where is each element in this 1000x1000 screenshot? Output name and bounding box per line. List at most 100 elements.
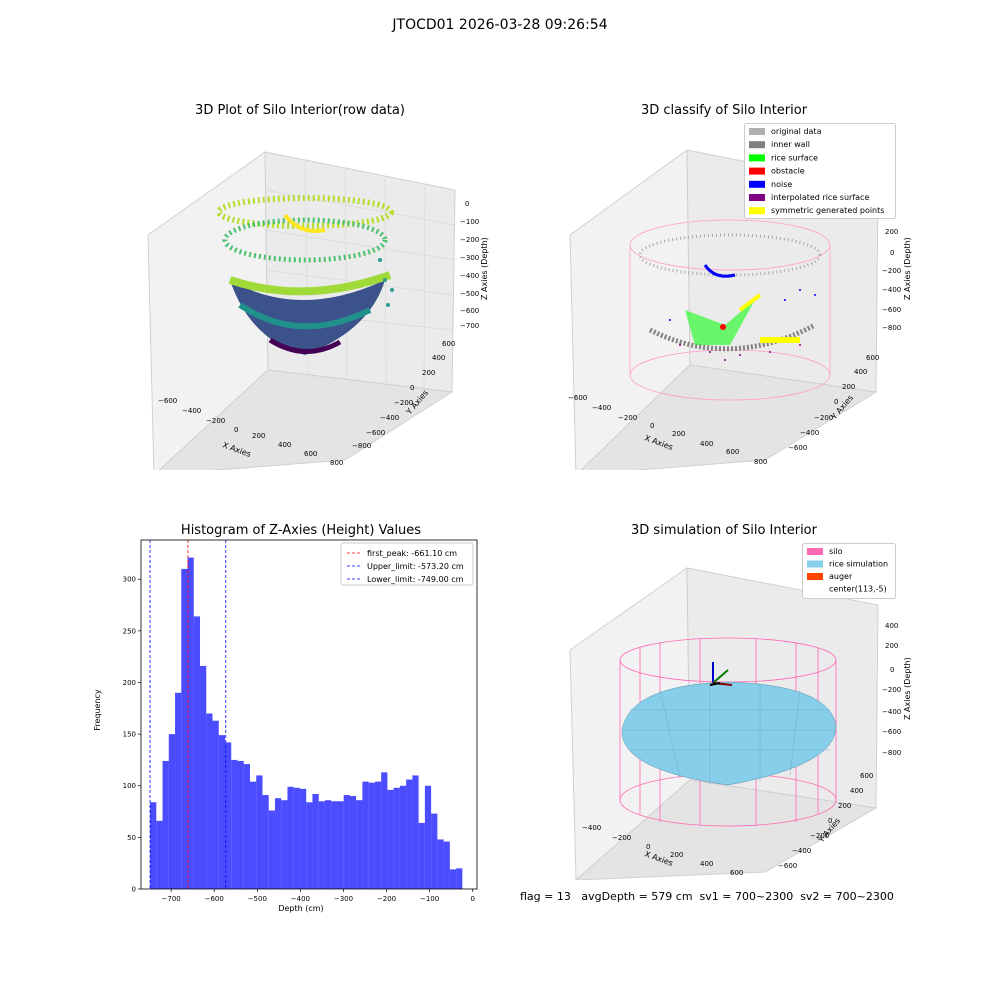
- histogram-bar: [212, 720, 219, 889]
- classify-legend-swatch: [749, 154, 765, 162]
- histogram-bar: [374, 781, 382, 889]
- histogram-x-tick-label: −400: [291, 895, 310, 903]
- classify-floor-pane: [580, 364, 878, 470]
- histogram-bar: [449, 869, 457, 889]
- histogram-bar: [418, 822, 425, 889]
- histogram-legend: first_peak: -661.10 cm Upper_limit: -573.…: [340, 542, 474, 586]
- sim-x-tick: 0: [646, 843, 650, 851]
- sim-y-tick: 0: [828, 817, 832, 825]
- classify-legend-label: inner wall: [771, 140, 810, 149]
- sim-legend-swatch: [807, 560, 823, 568]
- sim-legend-label: rice simulation: [829, 560, 888, 569]
- raw-z-tick: −200: [460, 236, 479, 244]
- classify-plot-title: 3D classify of Silo Interior: [640, 103, 808, 118]
- histogram-bar: [306, 802, 313, 889]
- classify-x-tick: −600: [568, 394, 587, 402]
- histogram-bar: [393, 787, 400, 889]
- sim-y-tick: 400: [850, 787, 863, 795]
- raw-y-tick: −800: [352, 442, 371, 450]
- raw-x-tick: 600: [304, 450, 317, 458]
- classify-legend-swatch: [749, 180, 765, 188]
- classify-y-tick: 600: [866, 354, 879, 362]
- classify-z-tick: −800: [882, 324, 901, 332]
- sim-z-tick: 0: [890, 666, 894, 674]
- classify-legend-swatch: [749, 194, 765, 201]
- classify-z-tick: 200: [885, 228, 898, 236]
- raw-z-tick: −600: [460, 307, 479, 315]
- histogram-bar: [412, 775, 419, 889]
- histogram-bar: [256, 775, 263, 889]
- histogram-bar: [406, 779, 413, 889]
- histogram-bar: [187, 557, 194, 889]
- classify-x-tick: 200: [672, 430, 685, 438]
- sim-x-tick: 400: [700, 860, 713, 868]
- sim-legend-swatch: [807, 573, 823, 580]
- histogram-bar: [156, 820, 163, 889]
- histogram-bar: [331, 801, 338, 889]
- classify-3d-plot: −600 −400 −200 0 200 400 600 800 X Axies…: [568, 149, 912, 470]
- classify-legend-label: rice surface: [771, 153, 818, 162]
- histogram-x-tick-label: −100: [420, 895, 439, 903]
- histogram-y-tick-label: 50: [127, 834, 136, 842]
- sim-y-tick: 200: [838, 802, 851, 810]
- histogram-bar: [431, 813, 438, 889]
- raw-y-tick: 400: [432, 354, 445, 362]
- classify-y-tick: −400: [800, 429, 819, 437]
- sim-y-tick: −600: [778, 862, 797, 870]
- raw-y-tick: −600: [366, 429, 385, 437]
- histogram-axes-frame: [140, 539, 478, 890]
- classify-z-tick: −600: [882, 306, 901, 314]
- histogram-bar: [368, 782, 375, 889]
- raw-y-tick: 600: [442, 340, 455, 348]
- simulation-legend: silo rice simulation auger center(113,-5): [802, 543, 896, 599]
- histogram-bar: [356, 800, 363, 889]
- histogram-bar: [243, 764, 250, 889]
- raw-x-tick: 200: [252, 432, 265, 440]
- histogram-bar: [293, 787, 300, 889]
- raw-y-tick: −400: [380, 414, 399, 422]
- raw-z-label: Z Axies (Depth): [480, 237, 489, 300]
- histogram-bar: [443, 841, 450, 889]
- histogram-bar: [193, 616, 201, 889]
- raw-x-tick: −400: [182, 407, 201, 415]
- histogram-bar: [268, 810, 275, 889]
- raw-back-pane: [264, 151, 456, 393]
- sim-legend-label: silo: [829, 547, 843, 556]
- histogram-bar: [312, 794, 319, 889]
- histogram-x-tick-label: 0: [470, 895, 474, 903]
- histogram-bar: [225, 742, 232, 889]
- raw-z-tick: −400: [460, 272, 479, 280]
- histogram-y-tick-label: 200: [123, 679, 136, 687]
- sim-floor-pane: [575, 779, 878, 880]
- histogram-chart: Frequency Depth (cm) −700 −600 −500 −400 −30…: [93, 539, 478, 913]
- status-footer: flag = 13 avgDepth = 579 cm sv1 = 700~23…: [520, 890, 894, 903]
- classify-legend-swatch: [749, 141, 765, 149]
- histogram-legend-label: first_peak: -661.10 cm: [367, 549, 457, 558]
- classify-y-tick: −600: [788, 444, 807, 452]
- classify-silo-wireframe: [629, 219, 831, 401]
- histogram-bar: [381, 772, 388, 889]
- sim-legend-swatch: [807, 548, 823, 555]
- histogram-x-tick-label: −200: [377, 895, 396, 903]
- histogram-bar: [162, 760, 169, 889]
- raw-y-tick: −200: [394, 399, 413, 407]
- histogram-bar: [424, 785, 432, 889]
- classify-legend-swatch: [749, 207, 765, 215]
- histogram-bar: [181, 568, 188, 889]
- raw-x-tick: 800: [330, 459, 343, 467]
- histogram-x-label: Depth (cm): [278, 904, 323, 913]
- classify-x-tick: 400: [700, 440, 713, 448]
- sim-y-tick: −200: [810, 832, 829, 840]
- histogram-x-tick-label: −300: [334, 895, 353, 903]
- classify-y-tick: 0: [834, 398, 838, 406]
- classify-x-tick: 800: [754, 458, 767, 466]
- raw-x-tick: 0: [234, 426, 238, 434]
- histogram-y-tick-label: 150: [123, 731, 136, 739]
- raw-plot-title: 3D Plot of Silo Interior(row data): [195, 103, 405, 118]
- classify-z-tick: −400: [882, 286, 901, 294]
- histogram-y-tick-label: 250: [123, 627, 136, 635]
- sim-z-tick: −400: [882, 708, 901, 716]
- histogram-bar: [387, 789, 394, 889]
- sim-rice-surface: [621, 681, 837, 786]
- histogram-bar: [287, 786, 294, 889]
